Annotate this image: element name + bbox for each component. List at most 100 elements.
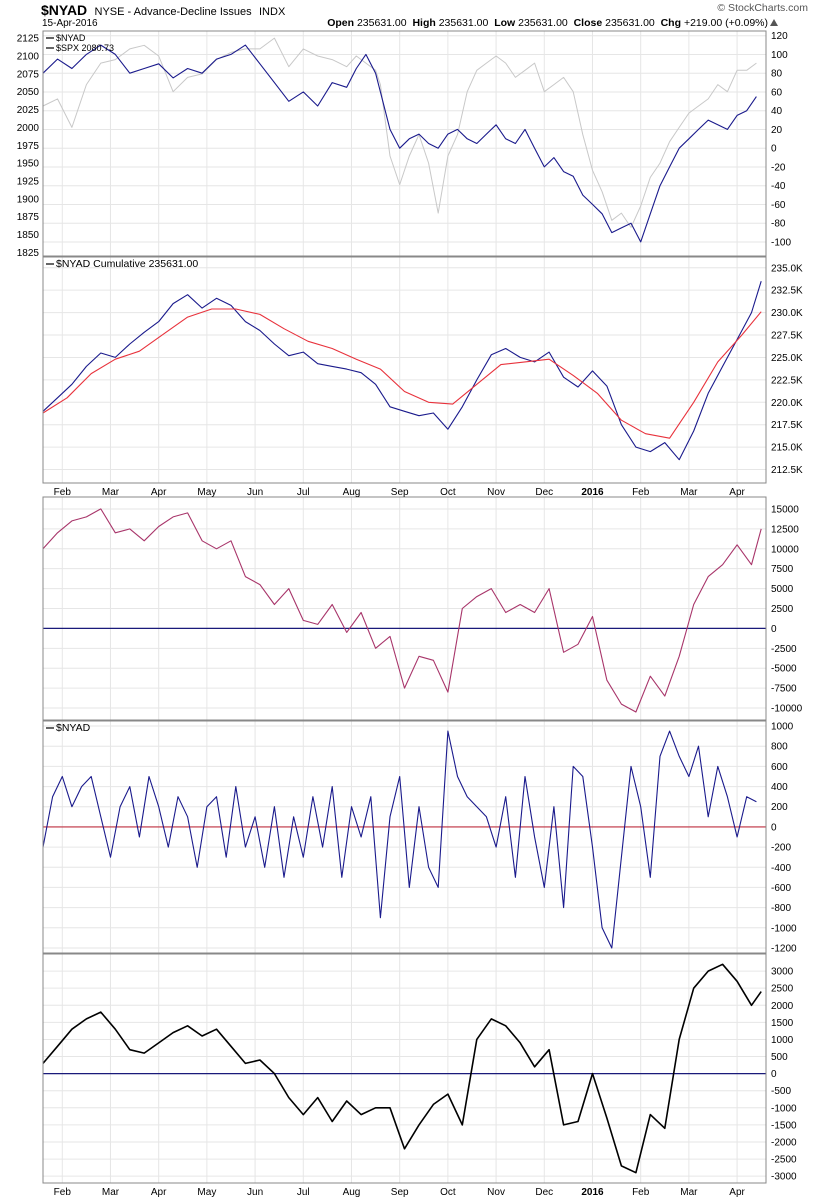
right-tick-label: 0 xyxy=(771,1069,777,1080)
close-value: 235631.00 xyxy=(605,17,655,29)
right-tick-label: 600 xyxy=(771,762,788,773)
brand-watermark: © StockCharts.com xyxy=(717,2,808,14)
right-tick-label: 7500 xyxy=(771,564,794,575)
x-tick-label: Apr xyxy=(151,1187,167,1198)
left-tick-label: 1950 xyxy=(17,159,40,170)
right-tick-label: 0 xyxy=(771,822,777,833)
symbol-description: NYSE - Advance-Decline Issues xyxy=(94,6,252,18)
up-triangle-icon xyxy=(770,19,778,26)
right-tick-label: -400 xyxy=(771,863,791,874)
right-tick-label: -60 xyxy=(771,200,786,211)
right-tick-label: -800 xyxy=(771,903,791,914)
right-tick-label: -3000 xyxy=(771,1172,797,1183)
right-tick-label: 225.0K xyxy=(771,353,803,364)
right-tick-label: 400 xyxy=(771,782,788,793)
open-label: Open xyxy=(327,17,355,29)
right-tick-label: 232.5K xyxy=(771,286,803,297)
x-tick-label: Jul xyxy=(297,487,310,498)
right-tick-label: -7500 xyxy=(771,684,797,695)
right-tick-label: 215.0K xyxy=(771,443,803,454)
panel-5 xyxy=(42,953,767,1184)
left-tick-label: 2000 xyxy=(17,123,40,134)
x-tick-label: 2016 xyxy=(581,487,604,498)
right-tick-label: 60 xyxy=(771,87,783,98)
series-line--spx-2080-73 xyxy=(42,37,757,228)
panel-border xyxy=(42,496,767,721)
x-tick-label: Sep xyxy=(391,1187,409,1198)
right-tick-label: 2000 xyxy=(771,1001,794,1012)
x-tick-label: Feb xyxy=(54,487,72,498)
right-tick-label: -1000 xyxy=(771,1103,797,1114)
right-tick-label: 2500 xyxy=(771,604,794,615)
series-line--nyad-cumulative xyxy=(42,281,762,461)
right-tick-label: -40 xyxy=(771,181,786,192)
right-tick-label: 227.5K xyxy=(771,331,803,342)
right-tick-label: 100 xyxy=(771,50,788,61)
left-tick-label: 1975 xyxy=(17,141,40,152)
chart-header: $NYAD NYSE - Advance-Decline Issues INDX… xyxy=(0,0,820,32)
right-tick-label: 15000 xyxy=(771,504,799,515)
right-tick-label: 212.5K xyxy=(771,465,803,476)
right-tick-label: 3000 xyxy=(771,967,794,978)
panel-border xyxy=(42,256,767,484)
right-tick-label: 80 xyxy=(771,69,783,80)
change-value: +219.00 (+0.09%) xyxy=(683,17,768,29)
right-tick-label: 120 xyxy=(771,31,788,42)
right-tick-label: 20 xyxy=(771,125,783,136)
x-tick-label: Oct xyxy=(440,487,456,498)
high-value: 235631.00 xyxy=(438,17,489,29)
left-tick-label: 2125 xyxy=(17,34,40,45)
x-tick-label: Apr xyxy=(151,487,167,498)
right-tick-label: 220.0K xyxy=(771,398,803,409)
series-line-oscillator xyxy=(42,508,762,713)
x-tick-label: Jun xyxy=(247,1187,263,1198)
right-tick-label: -500 xyxy=(771,1086,791,1097)
left-tick-label: 1925 xyxy=(17,177,40,188)
panel-1 xyxy=(42,30,767,257)
header-title: $NYAD NYSE - Advance-Decline Issues INDX xyxy=(41,2,285,18)
x-tick-label: Mar xyxy=(102,1187,120,1198)
x-tick-label: Nov xyxy=(487,1187,505,1198)
left-tick-label: 1825 xyxy=(17,248,40,259)
left-tick-label: 2050 xyxy=(17,87,40,98)
right-tick-label: 800 xyxy=(771,742,788,753)
legend-label: $NYAD xyxy=(56,722,91,734)
left-tick-label: 1900 xyxy=(17,194,40,205)
panel-border xyxy=(42,720,767,954)
change-label: Chg xyxy=(660,17,682,29)
x-tick-label: Mar xyxy=(680,487,698,498)
x-tick-label: Aug xyxy=(343,1187,361,1198)
right-tick-label: 222.5K xyxy=(771,375,803,386)
panel-3 xyxy=(42,496,767,721)
left-tick-label: 2025 xyxy=(17,105,40,116)
left-tick-label: 1850 xyxy=(17,230,40,241)
series-line--nyad xyxy=(42,44,757,243)
right-tick-label: 235.0K xyxy=(771,263,803,274)
open-value: 235631.00 xyxy=(356,17,407,29)
x-tick-label: Feb xyxy=(632,487,650,498)
right-tick-label: 1500 xyxy=(771,1018,794,1029)
right-tick-label: -10000 xyxy=(771,704,803,715)
panel-2 xyxy=(42,256,767,484)
quote-summary: Open 235631.00 High 235631.00 Low 235631… xyxy=(327,17,768,29)
x-tick-label: Nov xyxy=(487,487,505,498)
series-line--nyad-daily xyxy=(42,730,757,949)
x-tick-label: Apr xyxy=(729,1187,745,1198)
panel-border xyxy=(42,953,767,1184)
right-tick-label: 40 xyxy=(771,106,783,117)
right-tick-label: 1000 xyxy=(771,722,794,733)
symbol: $NYAD xyxy=(41,2,88,18)
chart-date: 15-Apr-2016 xyxy=(42,18,98,29)
right-tick-label: -20 xyxy=(771,162,786,173)
right-tick-label: -1200 xyxy=(771,943,797,954)
x-tick-label: May xyxy=(197,1187,216,1198)
right-tick-label: -600 xyxy=(771,883,791,894)
right-tick-label: 217.5K xyxy=(771,420,803,431)
series-line-moving-average xyxy=(42,308,762,439)
right-tick-label: 0 xyxy=(771,144,777,155)
legend-label: $NYAD xyxy=(56,33,86,43)
panel-border xyxy=(42,30,767,257)
left-tick-label: 2100 xyxy=(17,52,40,63)
right-tick-label: 10000 xyxy=(771,544,799,555)
